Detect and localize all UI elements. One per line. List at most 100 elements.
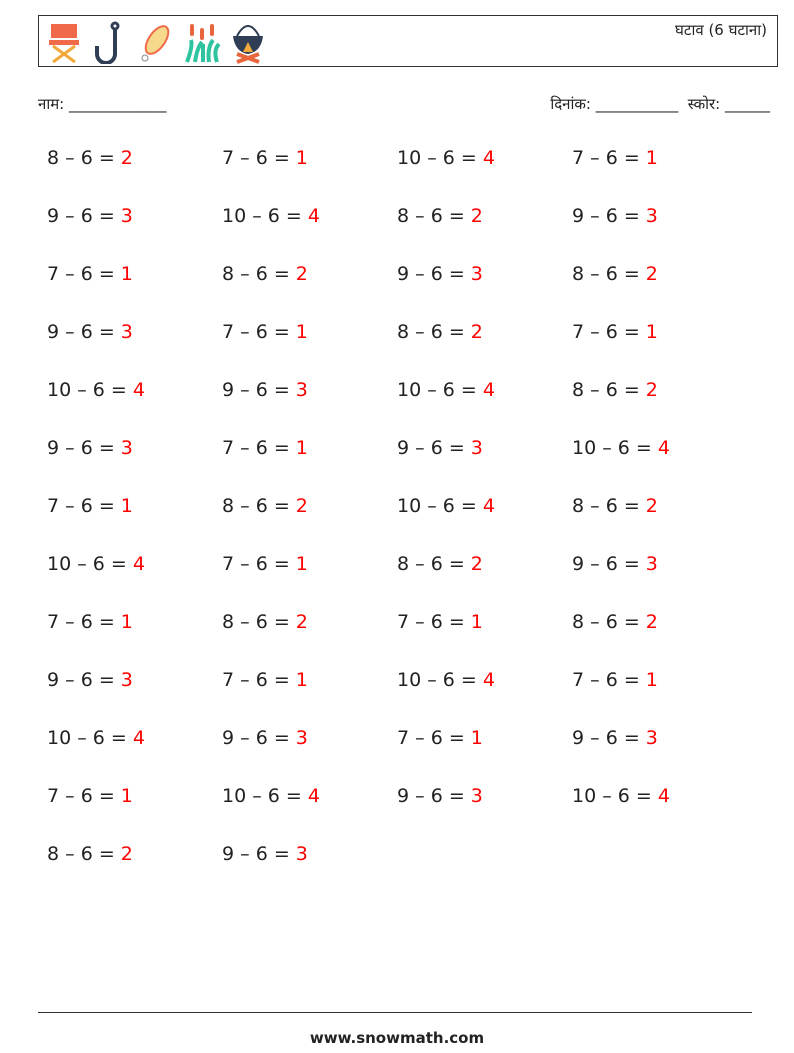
answer: 4	[132, 379, 145, 401]
answer: 1	[120, 611, 133, 633]
problem: 10 – 6 = 4	[397, 495, 495, 517]
fishing-lure-icon	[141, 25, 170, 62]
problem: 9 – 6 = 3	[47, 669, 133, 691]
problem: 8 – 6 = 2	[397, 553, 483, 575]
problem: 7 – 6 = 1	[47, 263, 133, 285]
problem: 10 – 6 = 4	[572, 437, 670, 459]
answer: 2	[645, 263, 658, 285]
problem: 10 – 6 = 4	[222, 785, 320, 807]
problem: 8 – 6 = 2	[572, 263, 658, 285]
problem: 8 – 6 = 2	[222, 495, 308, 517]
answer: 3	[295, 843, 308, 865]
footer-url: www.snowmath.com	[309, 1029, 485, 1047]
answer: 3	[645, 727, 658, 749]
answer: 3	[120, 321, 133, 343]
problem: 9 – 6 = 3	[47, 205, 133, 227]
problem: 9 – 6 = 3	[572, 553, 658, 575]
problem: 7 – 6 = 1	[222, 147, 308, 169]
problem: 10 – 6 = 4	[397, 379, 495, 401]
problem: 7 – 6 = 1	[222, 553, 308, 575]
answer: 4	[307, 785, 320, 807]
problem: 10 – 6 = 4	[222, 205, 320, 227]
answer: 1	[295, 321, 308, 343]
answer: 4	[657, 785, 670, 807]
answer: 2	[295, 611, 308, 633]
fishing-hook-icon	[95, 21, 120, 64]
answer: 1	[470, 611, 483, 633]
answer: 3	[120, 669, 133, 691]
problem: 8 – 6 = 2	[47, 843, 133, 865]
date-score-fields: दिनांक: ___________ स्कोर: ______	[550, 95, 770, 113]
problem: 7 – 6 = 1	[397, 727, 483, 749]
campfire-pot-icon	[233, 25, 263, 64]
answer: 3	[645, 553, 658, 575]
worksheet-header: घटाव (6 घटाना)	[38, 15, 778, 67]
problem: 7 – 6 = 1	[47, 611, 133, 633]
problem: 8 – 6 = 2	[47, 147, 133, 169]
problem: 8 – 6 = 2	[572, 611, 658, 633]
problem: 9 – 6 = 3	[47, 321, 133, 343]
problem: 7 – 6 = 1	[47, 785, 133, 807]
worksheet-title: घटाव (6 घटाना)	[675, 21, 767, 39]
answer: 3	[120, 437, 133, 459]
problem: 8 – 6 = 2	[397, 321, 483, 343]
answer: 1	[295, 147, 308, 169]
answer: 1	[645, 321, 658, 343]
answer: 4	[307, 205, 320, 227]
problem: 10 – 6 = 4	[47, 379, 145, 401]
answer: 3	[645, 205, 658, 227]
answer: 2	[645, 379, 658, 401]
problem: 7 – 6 = 1	[572, 669, 658, 691]
problem: 7 – 6 = 1	[222, 437, 308, 459]
problem: 7 – 6 = 1	[222, 669, 308, 691]
problem: 9 – 6 = 3	[397, 437, 483, 459]
problem: 7 – 6 = 1	[572, 321, 658, 343]
answer: 4	[132, 553, 145, 575]
cattail-reeds-icon	[185, 24, 221, 63]
answer: 3	[120, 205, 133, 227]
problem: 9 – 6 = 3	[222, 379, 308, 401]
answer: 1	[120, 495, 133, 517]
footer-divider	[38, 1012, 752, 1013]
problem: 7 – 6 = 1	[47, 495, 133, 517]
answer: 4	[482, 495, 495, 517]
problem: 10 – 6 = 4	[47, 553, 145, 575]
problem: 9 – 6 = 3	[222, 727, 308, 749]
answer: 2	[470, 205, 483, 227]
answer: 3	[470, 437, 483, 459]
problem: 9 – 6 = 3	[572, 727, 658, 749]
answer: 3	[470, 785, 483, 807]
answer: 2	[120, 843, 133, 865]
problem: 10 – 6 = 4	[397, 147, 495, 169]
answer: 4	[482, 147, 495, 169]
answer: 1	[120, 785, 133, 807]
problem: 8 – 6 = 2	[572, 379, 658, 401]
problem: 8 – 6 = 2	[222, 611, 308, 633]
problem: 9 – 6 = 3	[47, 437, 133, 459]
problem: 9 – 6 = 3	[397, 785, 483, 807]
answer: 4	[482, 669, 495, 691]
problem: 8 – 6 = 2	[222, 263, 308, 285]
problem: 7 – 6 = 1	[572, 147, 658, 169]
problem: 10 – 6 = 4	[47, 727, 145, 749]
answer: 4	[657, 437, 670, 459]
answer: 2	[470, 553, 483, 575]
name-field: नाम: _____________	[38, 95, 167, 113]
answer: 1	[645, 669, 658, 691]
problem: 8 – 6 = 2	[572, 495, 658, 517]
problem: 10 – 6 = 4	[397, 669, 495, 691]
chair-icon	[49, 24, 79, 64]
answer: 2	[295, 263, 308, 285]
answer: 1	[470, 727, 483, 749]
answer: 1	[295, 437, 308, 459]
problem: 9 – 6 = 3	[572, 205, 658, 227]
answer: 3	[470, 263, 483, 285]
answer: 2	[470, 321, 483, 343]
answer: 1	[645, 147, 658, 169]
problem: 9 – 6 = 3	[222, 843, 308, 865]
answer: 2	[295, 495, 308, 517]
answer: 4	[132, 727, 145, 749]
problem: 8 – 6 = 2	[397, 205, 483, 227]
answer: 2	[645, 611, 658, 633]
answer: 2	[645, 495, 658, 517]
